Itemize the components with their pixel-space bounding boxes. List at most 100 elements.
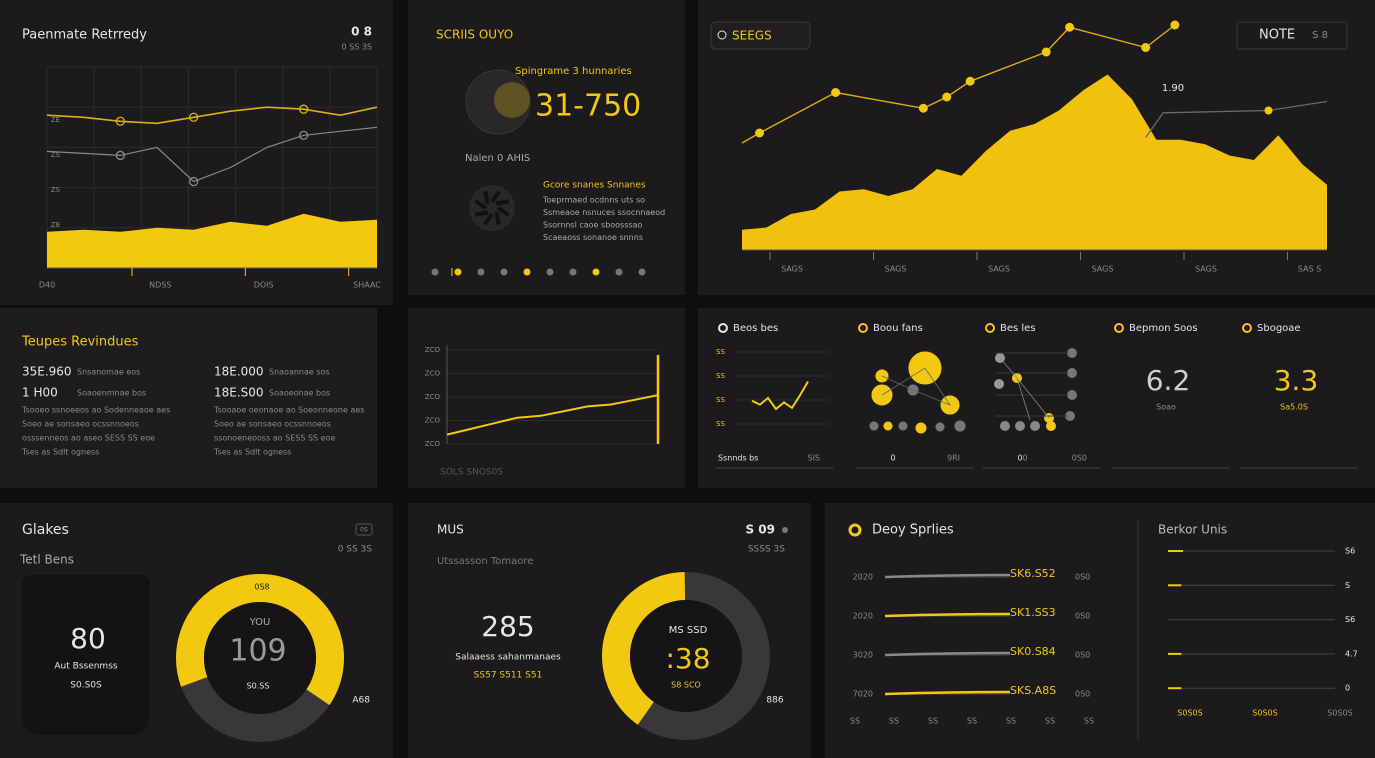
bar [884,612,1011,618]
y-tick-label: ZCO [425,417,441,425]
connector [999,357,1050,421]
row-value: SK0.S84 [1010,645,1056,658]
kpi-label: Salaaess sahanmanaes [455,653,561,663]
panel [825,503,1375,758]
footer-label: 0S0 [1072,454,1087,463]
row-label: 2020 [853,573,873,582]
bar [884,573,1011,579]
button[interactable] [1236,21,1348,50]
row-label: 2020 [853,612,873,621]
paragraph-line: Toeprmaed ocdnns uts so [542,196,645,205]
point [299,104,309,114]
y-tick-label: ZE [51,116,60,124]
x-tick-label: SS [1084,717,1094,726]
donut-hole [630,600,742,712]
icon-spoke [496,206,510,217]
x-tick-label: DOIS [254,281,274,290]
y-tick-label: ZCO [425,370,441,378]
donut-side-label: 886 [766,696,783,706]
label: Nalen 0 AHIS [465,153,530,164]
paragraph-line: ssonoeneooss ao SESS SS eoe [214,434,335,443]
point [115,116,125,126]
toolbar-icon [638,268,646,276]
toolbar-icon [592,268,600,276]
donut-title: MS SSD [669,625,708,636]
point [115,150,125,161]
x-tick-label: SAGS [781,265,803,274]
stat-label: Soaoeonae bos [269,389,330,398]
panel-title: Teupes Revindues [21,335,139,350]
panel [698,308,1375,488]
x-tick-label: S0S0S [1327,709,1352,718]
panel-title: SEEGS [732,29,772,43]
kpi-sub: Soao [1156,403,1176,412]
y-tick-label: ZCO [425,440,441,448]
x-tick-label: S0S0S [1177,709,1202,718]
x-tick-label: SAS S [1298,265,1321,274]
button-label: NOTE [1259,28,1295,43]
row-side-label: 0S0 [1075,690,1090,699]
point [189,112,199,122]
badge: 0 8 [351,25,372,39]
toolbar-icon [477,268,485,276]
icon [782,527,788,533]
paragraph-line: Tsooaoe oeonaoe ao Soeonneone aes [213,406,364,415]
point [1264,106,1273,115]
row-side-label: 0S0 [1075,573,1090,582]
toolbar-icon [523,268,531,276]
icon-spoke [483,190,490,205]
panel-title: MUS [437,523,464,537]
legend-icon [1114,323,1124,333]
kpi-value: 285 [481,610,534,643]
row-label: 7020 [853,690,873,699]
x-tick-label: SS [928,717,938,726]
dot [1067,390,1077,400]
button[interactable] [710,21,811,50]
donut-title: YOU [249,617,271,628]
dot [1046,421,1056,431]
stat-label: Snsanomae eos [77,368,140,377]
point [1141,43,1151,52]
donut-value: :38 [665,642,710,675]
footer-label: SIS [807,454,820,463]
toolbar-icon [500,268,508,276]
kpi-sub: SS57 S511 S51 [474,671,543,681]
row-side-label: 0S0 [1075,651,1090,660]
paragraph-line: Soeo ae sonsaeo ocssnnoeos [22,420,139,429]
stat-value: 18E.S00 [214,386,264,400]
line [46,106,378,125]
widget-title: Bepmon Soos [1129,323,1198,334]
stat-label: Soaoenmnae bos [77,389,146,398]
toolbar-icon [431,268,439,276]
x-tick-label: SS [889,717,899,726]
footer-label: 0 [890,454,895,463]
x-tick-label: SHAAC [353,281,381,290]
badge-sub: 0 SS 3S [342,43,373,52]
donut-sub: S0.SS [247,682,270,691]
row-value: 4.7 [1345,649,1358,658]
legend-icon [718,323,728,333]
kpi-value: 3.3 [1274,364,1319,397]
icon [717,30,727,40]
caption: SOLS SNOS0S [440,468,503,478]
kpi-sub: Sa5.0S [1280,403,1308,412]
footer-label: 0 [1017,454,1022,463]
heading: Gcore snanes Snnanes [543,181,646,191]
icon-spoke [490,190,501,204]
icon-spoke [474,199,488,210]
icon [494,82,530,118]
panel-title: Paenmate Retrredy [22,28,147,43]
stat-value: 1 H00 [22,386,58,400]
paragraph-line: osssenneos ao aseo SESS SS eoe [22,434,155,443]
stat-value: 35E.960 [22,365,72,379]
toolbar-icon [454,268,462,276]
row-value: SKS.A8S [1010,684,1056,697]
bubble [868,420,880,432]
x-tick-label: SS [967,717,977,726]
row-label: 3020 [853,651,873,660]
paragraph-line: Scaeaoss sonanoe snnns [543,233,643,242]
donut-hole [204,602,316,714]
widget-title: Sbogoae [1257,323,1301,334]
kpi-value: 6.2 [1146,364,1191,397]
toolbar-icon [569,268,577,276]
